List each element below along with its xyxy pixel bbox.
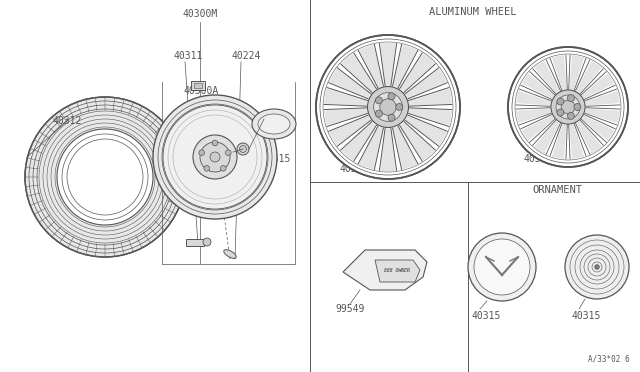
Polygon shape [409, 108, 452, 126]
Polygon shape [380, 43, 396, 86]
Circle shape [595, 264, 600, 269]
Polygon shape [224, 250, 236, 259]
Text: A/33*02 6: A/33*02 6 [588, 355, 630, 364]
Circle shape [556, 95, 580, 119]
Circle shape [220, 166, 226, 171]
Polygon shape [552, 124, 566, 159]
Polygon shape [534, 121, 560, 153]
Polygon shape [400, 122, 435, 161]
Circle shape [204, 166, 209, 171]
Circle shape [239, 145, 246, 153]
Circle shape [225, 150, 231, 155]
Text: 888 OWNER: 888 OWNER [384, 267, 410, 273]
Circle shape [388, 93, 395, 100]
Circle shape [376, 97, 382, 104]
Polygon shape [570, 55, 584, 90]
Polygon shape [516, 91, 551, 106]
Polygon shape [405, 68, 447, 99]
Text: 40224: 40224 [232, 51, 261, 61]
Polygon shape [329, 115, 371, 145]
Polygon shape [516, 108, 551, 123]
Polygon shape [324, 108, 367, 126]
Polygon shape [393, 126, 417, 169]
Polygon shape [576, 61, 602, 93]
Circle shape [57, 129, 153, 225]
Polygon shape [552, 55, 566, 90]
Polygon shape [375, 260, 420, 282]
Ellipse shape [252, 109, 296, 139]
Circle shape [568, 112, 575, 119]
Circle shape [163, 105, 267, 209]
Circle shape [376, 110, 382, 117]
Circle shape [153, 95, 277, 219]
Polygon shape [405, 115, 447, 145]
Text: ORNAMENT: ORNAMENT [532, 185, 582, 195]
Text: 40315: 40315 [262, 154, 291, 164]
Bar [186, 238, 204, 246]
Polygon shape [522, 115, 554, 141]
Polygon shape [393, 45, 417, 88]
Text: 40300A: 40300A [183, 86, 218, 96]
Polygon shape [400, 54, 435, 92]
Polygon shape [522, 73, 554, 99]
Polygon shape [585, 91, 620, 106]
Circle shape [557, 109, 564, 116]
Circle shape [25, 97, 185, 257]
Polygon shape [359, 45, 383, 88]
Circle shape [561, 100, 575, 114]
FancyBboxPatch shape [194, 83, 202, 88]
Text: 40300M: 40300M [524, 154, 559, 164]
Circle shape [193, 135, 237, 179]
Polygon shape [341, 122, 376, 161]
Circle shape [474, 239, 530, 295]
Polygon shape [582, 115, 614, 141]
Polygon shape [380, 128, 396, 171]
Circle shape [203, 238, 211, 246]
Circle shape [199, 150, 205, 155]
Circle shape [210, 152, 220, 162]
Circle shape [396, 103, 403, 110]
Circle shape [367, 86, 408, 128]
Circle shape [557, 98, 564, 105]
Polygon shape [576, 121, 602, 153]
Polygon shape [409, 89, 452, 106]
Circle shape [380, 99, 396, 115]
Ellipse shape [258, 114, 290, 134]
Circle shape [568, 94, 575, 102]
Text: ALUMINUM WHEEL: ALUMINUM WHEEL [429, 7, 516, 17]
Circle shape [200, 142, 230, 172]
Polygon shape [341, 54, 376, 92]
Polygon shape [585, 108, 620, 123]
Text: 40300M: 40300M [182, 9, 218, 19]
Text: 40311: 40311 [173, 51, 202, 61]
Circle shape [565, 235, 629, 299]
Polygon shape [570, 124, 584, 159]
Text: 40312: 40312 [52, 116, 81, 126]
Circle shape [468, 233, 536, 301]
Polygon shape [343, 250, 427, 290]
Circle shape [508, 47, 628, 167]
Polygon shape [324, 89, 367, 106]
Circle shape [316, 35, 460, 179]
Text: 40315: 40315 [572, 311, 602, 321]
Polygon shape [534, 61, 560, 93]
Polygon shape [582, 73, 614, 99]
Polygon shape [329, 68, 371, 99]
Circle shape [388, 114, 395, 121]
Polygon shape [359, 126, 383, 169]
Text: 40315: 40315 [472, 311, 501, 321]
Circle shape [574, 103, 581, 110]
Circle shape [212, 140, 218, 146]
FancyBboxPatch shape [191, 81, 205, 90]
Circle shape [237, 143, 249, 155]
Circle shape [551, 90, 585, 124]
Text: 99549: 99549 [335, 304, 364, 314]
Circle shape [374, 93, 403, 121]
Text: 40300M: 40300M [340, 164, 375, 174]
